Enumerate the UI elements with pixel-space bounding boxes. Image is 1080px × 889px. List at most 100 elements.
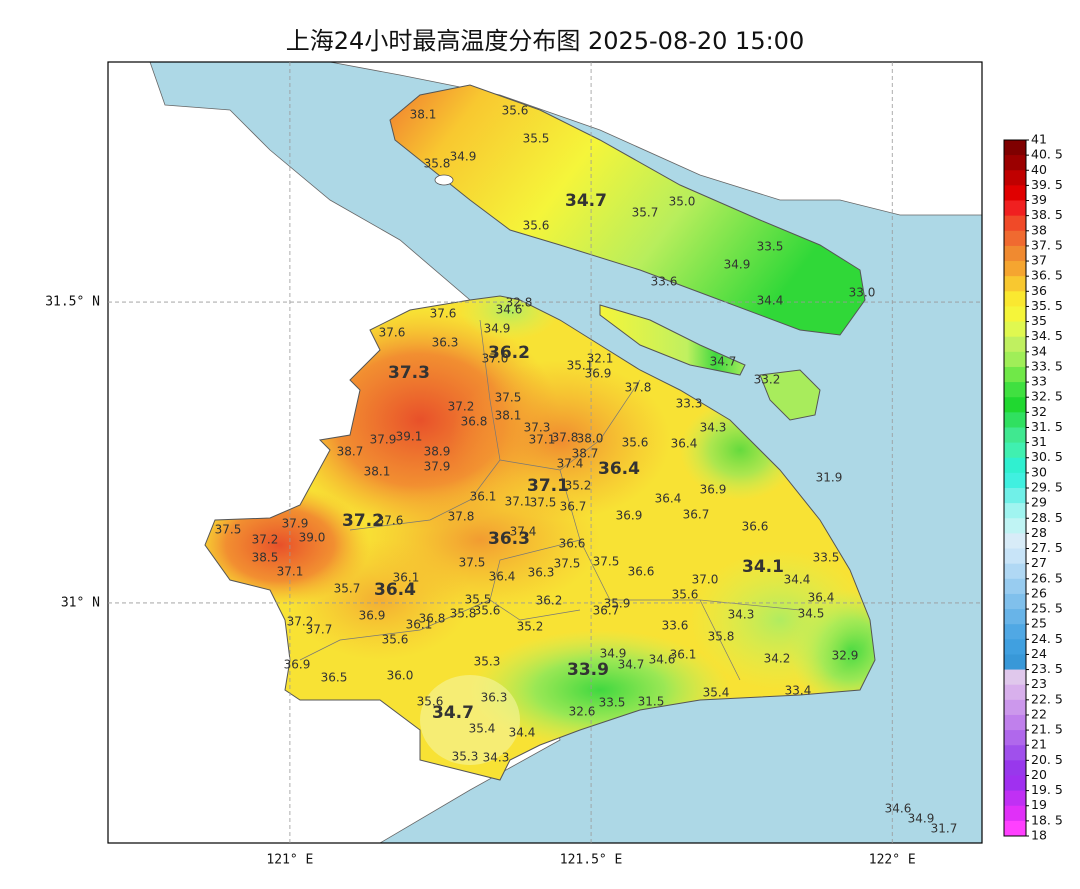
chongming-island xyxy=(389,84,866,336)
station-value: 37.8 xyxy=(552,431,579,445)
colorbar-segment xyxy=(1004,306,1026,322)
station-value: 37.2 xyxy=(252,533,279,547)
station-value: 38.7 xyxy=(572,447,599,461)
colorbar-segment xyxy=(1004,654,1026,670)
colorbar-label: 22. 5 xyxy=(1031,691,1063,706)
station-value: 36.6 xyxy=(742,520,769,534)
station-value: 36.8 xyxy=(419,612,446,626)
station-value: 32.1 xyxy=(587,352,614,366)
colorbar-segment xyxy=(1004,548,1026,565)
colorbar-segment xyxy=(1004,140,1026,156)
station-value: 35.8 xyxy=(450,607,477,621)
station-value: 36.6 xyxy=(559,537,586,551)
station-value: 37.6 xyxy=(430,307,457,321)
station-value: 36.9 xyxy=(616,509,643,523)
station-value: 36.7 xyxy=(683,508,710,522)
station-value: 37.9 xyxy=(424,460,451,474)
colorbar-label: 24 xyxy=(1031,646,1047,661)
station-value: 37.2 xyxy=(448,400,475,414)
colorbar-label: 33. 5 xyxy=(1031,358,1063,373)
station-value: 37.5 xyxy=(459,556,486,570)
station-value: 37.4 xyxy=(557,457,584,471)
colorbar-label: 26 xyxy=(1031,585,1047,600)
colorbar-segment xyxy=(1004,820,1026,837)
station-value: 32.9 xyxy=(832,649,859,663)
x-tick-label: 121° E xyxy=(266,853,313,868)
colorbar-segment xyxy=(1004,276,1026,292)
colorbar-label: 26. 5 xyxy=(1031,570,1063,585)
y-tick-label: 31.5° N xyxy=(45,295,100,310)
colorbar-label: 19. 5 xyxy=(1031,782,1063,797)
colorbar-label: 31. 5 xyxy=(1031,419,1063,434)
station-value: 36.3 xyxy=(528,566,555,580)
station-value: 37.0 xyxy=(692,573,719,587)
colorbar-label: 23 xyxy=(1031,676,1047,691)
station-value: 35.1 xyxy=(567,359,594,373)
station-value: 36.5 xyxy=(321,671,348,685)
station-value: 37.6 xyxy=(377,514,404,528)
station-value: 36.9 xyxy=(284,658,311,672)
station-value: 37.3 xyxy=(524,421,551,435)
station-value: 36.6 xyxy=(628,565,655,579)
colorbar-label: 33 xyxy=(1031,374,1047,389)
station-value: 37.1 xyxy=(277,565,304,579)
station-value: 38.9 xyxy=(424,445,451,459)
colorbar-segment xyxy=(1004,412,1026,428)
colorbar-label: 41 xyxy=(1031,132,1047,147)
colorbar-segment xyxy=(1004,472,1026,489)
station-value: 35.6 xyxy=(417,695,444,709)
map-frame xyxy=(107,61,983,844)
colorbar-label: 40. 5 xyxy=(1031,147,1063,162)
station-value: 36.3 xyxy=(481,691,508,705)
station-value: 33.0 xyxy=(849,286,876,300)
station-value: 37.9 xyxy=(370,433,397,447)
colorbar-segment xyxy=(1004,578,1026,595)
station-value: 34.9 xyxy=(484,322,511,336)
district-value: 37.2 xyxy=(342,511,384,531)
station-value: 38.5 xyxy=(252,551,279,565)
colorbar-label: 35. 5 xyxy=(1031,298,1063,313)
y-tick-label: 31° N xyxy=(61,595,100,610)
station-value: 33.2 xyxy=(754,373,781,387)
colorbar-segment xyxy=(1004,533,1026,549)
colorbar-segment xyxy=(1004,669,1026,686)
station-value: 35.3 xyxy=(474,655,501,669)
colorbar-label: 38 xyxy=(1031,222,1047,237)
colorbar-segment xyxy=(1004,593,1026,610)
station-value: 31.9 xyxy=(816,471,843,485)
district-value: 36.4 xyxy=(598,459,640,479)
colorbar-label: 39 xyxy=(1031,192,1047,207)
colorbar-label: 32 xyxy=(1031,404,1047,419)
station-value: 31.5 xyxy=(638,695,665,709)
station-value: 36.4 xyxy=(808,591,835,605)
station-value: 37.2 xyxy=(287,615,314,629)
district-value: 37.3 xyxy=(388,363,430,383)
station-value: 37.5 xyxy=(593,555,620,569)
station-value: 37.7 xyxy=(306,623,333,637)
station-value: 36.3 xyxy=(432,336,459,350)
station-value: 38.1 xyxy=(364,465,391,479)
station-value: 37.1 xyxy=(529,433,556,447)
station-value: 36.4 xyxy=(489,570,516,584)
map-title: 上海24小时最高温度分布图 2025-08-20 15:00 xyxy=(286,27,804,55)
station-value: 36.0 xyxy=(387,669,414,683)
station-value: 36.1 xyxy=(670,648,697,662)
station-value: 37.6 xyxy=(379,326,406,340)
colorbar-segment xyxy=(1004,775,1026,792)
station-value: 34.7 xyxy=(618,658,645,672)
station-value: 35.3 xyxy=(452,750,479,764)
station-value: 34.9 xyxy=(908,812,935,826)
colorbar-segment xyxy=(1004,790,1026,807)
colorbar-label: 39. 5 xyxy=(1031,177,1063,192)
station-value: 35.4 xyxy=(703,686,730,700)
colorbar-segment xyxy=(1004,351,1026,368)
colorbar-label: 25. 5 xyxy=(1031,601,1063,616)
colorbar-label: 30 xyxy=(1031,464,1047,479)
station-value: 38.1 xyxy=(495,409,522,423)
station-value: 33.6 xyxy=(662,619,689,633)
colorbar-segment xyxy=(1004,291,1026,307)
station-value: 33.5 xyxy=(813,551,840,565)
colorbar-segment xyxy=(1004,805,1026,822)
station-value: 38.0 xyxy=(577,432,604,446)
